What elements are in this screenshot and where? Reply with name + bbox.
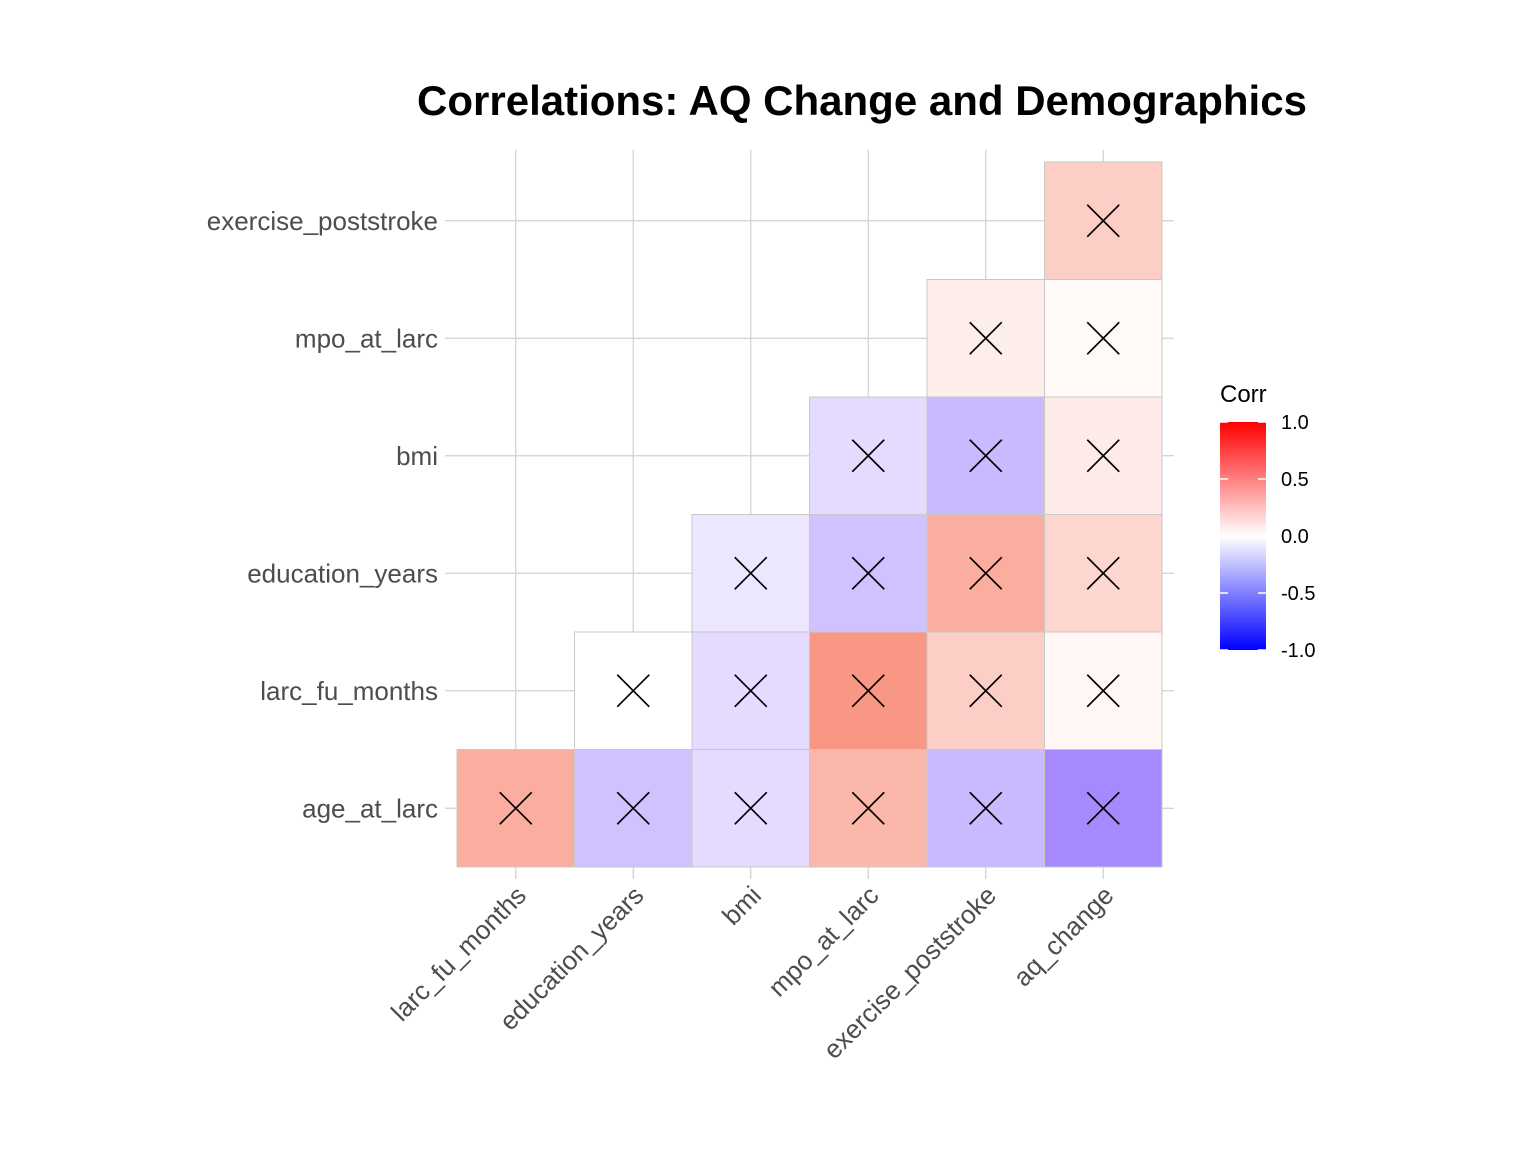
insignificant-x-mark [851,674,885,708]
y-tick-label: education_years [247,558,438,588]
insignificant-x-mark [969,439,1003,473]
chart-title: Correlations: AQ Change and Demographics [417,77,1307,124]
insignificance-marks [499,204,1120,825]
insignificant-x-mark [616,791,650,825]
insignificant-x-mark [1086,439,1120,473]
y-tick-label: age_at_larc [302,793,438,823]
y-tick-label: exercise_poststroke [207,206,438,236]
insignificant-x-mark [969,556,1003,590]
insignificant-x-mark [851,556,885,590]
insignificant-x-mark [851,439,885,473]
insignificant-x-mark [1086,556,1120,590]
heatmap-cells [456,161,1163,868]
x-tick-label: aq_change [1007,880,1119,992]
legend-tick-label: 0.0 [1281,526,1309,548]
y-tick-label: bmi [396,441,438,471]
legend-title: Corr [1220,381,1267,408]
legend-tick-label: -0.5 [1281,583,1315,605]
x-tick-label: bmi [716,880,767,931]
insignificant-x-mark [616,674,650,708]
insignificant-x-mark [1086,321,1120,355]
y-axis-labels: age_at_larc larc_fu_months education_years… [207,206,438,824]
x-tick-label: mpo_at_larc [762,880,884,1002]
insignificant-x-mark [734,791,768,825]
insignificant-x-mark [1086,791,1120,825]
legend-tick-label: -1.0 [1281,640,1315,662]
legend-ticks: 1.0 0.5 0.0 -0.5 -1.0 [1220,412,1315,662]
insignificant-x-mark [969,791,1003,825]
insignificant-x-mark [851,791,885,825]
insignificant-x-mark [969,321,1003,355]
legend-tick-label: 0.5 [1281,469,1309,491]
insignificant-x-mark [734,556,768,590]
insignificant-x-mark [734,674,768,708]
insignificant-x-mark [1086,674,1120,708]
y-tick-label: larc_fu_months [260,676,438,706]
insignificant-x-mark [499,791,533,825]
legend-tick-label: 1.0 [1281,412,1309,434]
color-legend: Corr 1.0 0.5 0.0 -0.5 -1.0 [1220,381,1315,662]
insignificant-x-mark [1086,204,1120,238]
insignificant-x-mark [969,674,1003,708]
y-tick-label: mpo_at_larc [295,323,438,353]
